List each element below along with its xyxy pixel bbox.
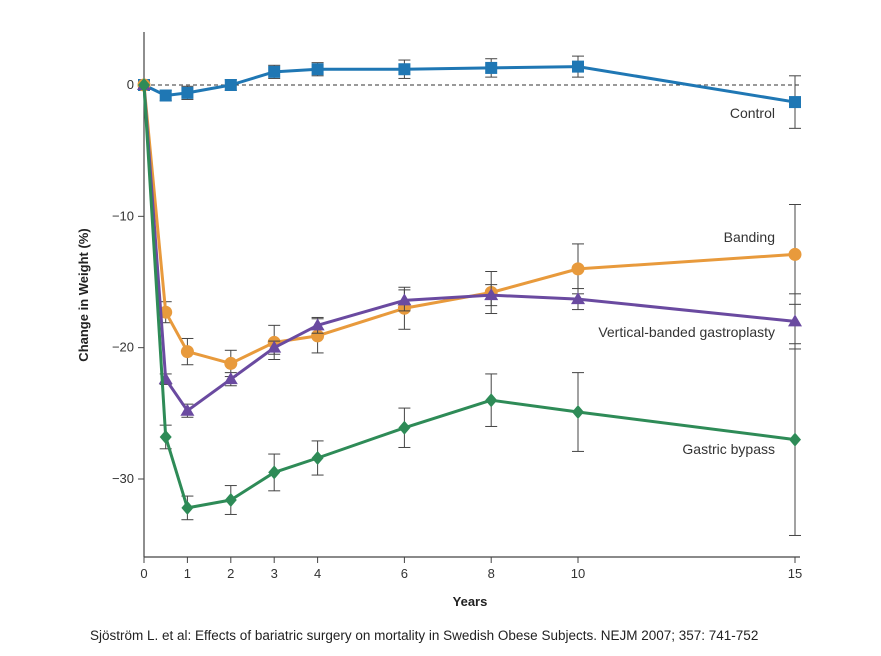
y-axis-title: Change in Weight (%) (76, 228, 91, 361)
x-tick-label: 2 (227, 566, 234, 581)
square-marker (224, 79, 237, 91)
y-tick-label: −20 (112, 340, 134, 355)
diamond-marker (572, 405, 584, 420)
x-tick-label: 1 (184, 566, 191, 581)
triangle-marker (267, 340, 282, 353)
x-axis-title: Years (453, 594, 488, 609)
series-label: Vertical-banded gastroplasty (598, 324, 775, 340)
series-vertical-banded-gastroplasty (137, 78, 802, 418)
square-marker (268, 65, 281, 78)
square-marker (181, 86, 194, 99)
diamond-marker (398, 420, 411, 435)
series-line (143, 65, 796, 104)
triangle-marker (310, 318, 325, 331)
series-label: Control (730, 105, 775, 121)
diamond-marker (789, 432, 801, 447)
series-line (142, 84, 796, 510)
series-label: Banding (724, 229, 775, 245)
weight-change-chart: 0 −10 −20 −30 0 1 2 3 4 6 8 10 15 Years Change in Weig… (76, 32, 802, 609)
diamond-marker (311, 450, 324, 465)
diamond-marker (159, 429, 172, 444)
y-tick-label: −10 (112, 208, 134, 223)
triangle-marker (397, 293, 412, 306)
series-line (142, 84, 796, 365)
square-marker (159, 89, 172, 102)
x-tick-label: 15 (788, 566, 802, 581)
x-tick-label: 0 (140, 566, 147, 581)
x-tick-label: 8 (488, 566, 495, 581)
triangle-marker (788, 314, 802, 327)
circle-marker (180, 345, 194, 359)
diamond-marker (485, 393, 498, 408)
triangle-marker (571, 292, 585, 305)
citation-text: Sjöström L. et al: Effects of bariatric … (90, 628, 759, 643)
series-gastric-bypass (138, 78, 801, 536)
y-tick-label: −30 (112, 471, 134, 486)
triangle-marker (484, 288, 499, 301)
square-marker (398, 63, 411, 76)
series-banding (137, 78, 802, 378)
series-label: Gastric bypass (682, 441, 775, 457)
circle-marker (311, 329, 325, 343)
series-control (138, 55, 801, 129)
circle-marker (224, 356, 238, 370)
triangle-marker (223, 372, 238, 385)
x-tick-label: 10 (571, 566, 585, 581)
square-marker (572, 60, 584, 73)
x-tick-label: 6 (401, 566, 408, 581)
triangle-marker (180, 403, 195, 416)
square-marker (311, 63, 324, 76)
diamond-marker (268, 465, 281, 480)
x-tick-label: 3 (271, 566, 278, 581)
diamond-marker (224, 493, 237, 508)
square-marker (485, 61, 498, 74)
diamond-marker (181, 500, 194, 515)
circle-marker (788, 247, 802, 261)
diamond-marker (138, 78, 150, 92)
y-tick-label: 0 (127, 77, 134, 92)
square-marker (789, 96, 801, 109)
series-line (142, 84, 796, 413)
circle-marker (571, 262, 585, 276)
x-tick-label: 4 (314, 566, 321, 581)
